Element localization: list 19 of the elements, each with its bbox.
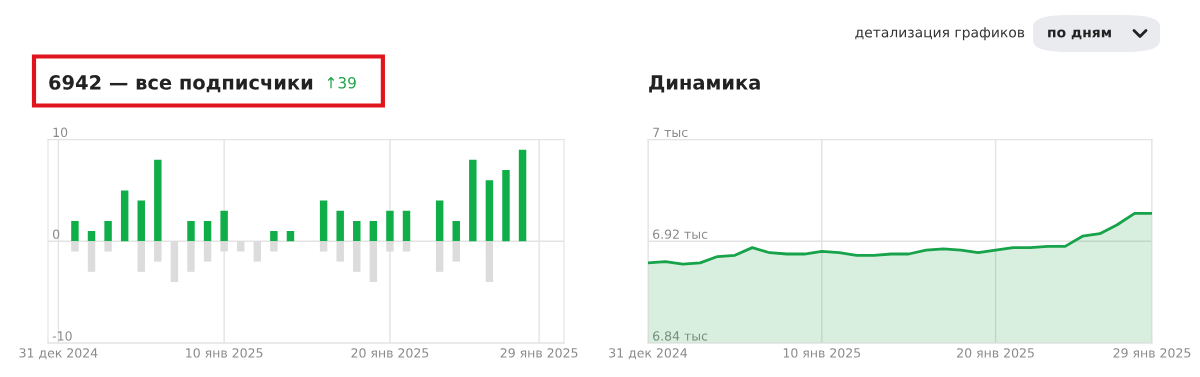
x-tick-label: 20 янв 2025 — [957, 348, 1034, 358]
text: ↑39 — [327, 76, 356, 89]
y-tick-label: 6.92 тыс — [653, 229, 708, 239]
x-tick-label: 29 янв 2025 — [500, 348, 578, 358]
x-tick-label: 29 янв 2025 — [1113, 348, 1191, 358]
text: детализация графиков — [855, 27, 1025, 41]
x-tick-label: 20 янв 2025 — [351, 348, 429, 358]
y-tick-label: 0 — [52, 229, 60, 239]
x-tick-label: 31 дек 2024 — [609, 348, 688, 360]
y-tick-label: 7 тыс — [653, 127, 688, 138]
y-tick-label: -10 — [52, 331, 72, 341]
y-tick-label: 10 — [53, 127, 68, 138]
x-tick-label: 10 янв 2025 — [186, 348, 263, 358]
text: по дням — [1048, 29, 1111, 40]
y-tick-label: 6.84 тыс — [653, 331, 708, 341]
x-tick-label: 31 дек 2024 — [19, 348, 98, 360]
x-tick-label: 10 янв 2025 — [783, 348, 861, 358]
chart-title: Динамика — [649, 75, 760, 93]
chart-title: 6942 — все подписчики — [49, 75, 313, 93]
